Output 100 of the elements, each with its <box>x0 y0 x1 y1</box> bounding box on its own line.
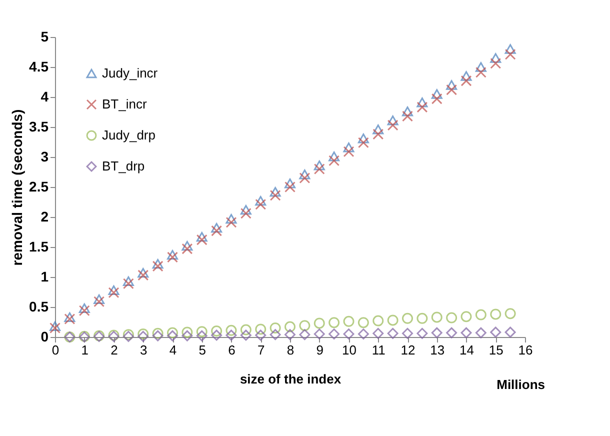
point <box>504 44 516 54</box>
point <box>182 240 193 251</box>
point <box>387 120 398 131</box>
legend-label: BT_drp <box>102 158 145 174</box>
point <box>196 326 208 338</box>
point <box>343 328 354 340</box>
point <box>416 312 428 324</box>
y-tick-label: 3.5 <box>29 118 49 134</box>
point <box>416 328 428 339</box>
x-tick-label: 8 <box>286 342 294 358</box>
point <box>475 327 486 338</box>
point <box>446 84 458 96</box>
y-tick-label: 1.5 <box>29 238 49 254</box>
point <box>211 222 222 233</box>
point <box>284 329 296 340</box>
y-tick-label: 1 <box>40 268 49 284</box>
point <box>182 326 193 338</box>
point <box>211 225 222 236</box>
point <box>108 285 120 296</box>
point <box>138 328 149 340</box>
x-tick-label: 13 <box>430 342 445 358</box>
x-tick-label: 15 <box>488 342 504 358</box>
point <box>504 48 516 60</box>
point <box>122 278 134 290</box>
point <box>387 328 398 339</box>
point <box>284 178 296 188</box>
point <box>270 329 281 340</box>
point <box>167 327 178 338</box>
point <box>358 328 369 340</box>
point <box>138 268 149 278</box>
point <box>108 287 120 298</box>
y-tick-label: 5 <box>40 28 49 44</box>
x-tick-label: 3 <box>140 342 148 358</box>
x-tick-label: 5 <box>198 342 206 358</box>
point <box>270 186 281 197</box>
x-tick-label: 16 <box>518 342 533 358</box>
point <box>431 89 442 99</box>
x-tick-label: 1 <box>81 342 88 358</box>
x-tick-label: 14 <box>460 342 474 358</box>
point <box>78 303 90 314</box>
point <box>490 58 502 69</box>
point <box>226 324 237 336</box>
point <box>240 204 252 215</box>
x-tick-label: 11 <box>372 342 386 358</box>
point <box>78 305 90 316</box>
point <box>270 190 281 201</box>
y-tick-label: 0.5 <box>29 298 49 314</box>
x-tick-label: 6 <box>228 342 236 358</box>
point <box>299 320 310 332</box>
point <box>196 330 208 342</box>
x-tick-label: 0 <box>52 342 60 358</box>
point <box>122 276 134 286</box>
point <box>372 315 384 326</box>
point <box>314 328 325 340</box>
x-axis-title: size of the index <box>240 372 342 386</box>
point <box>314 318 325 329</box>
point <box>299 172 310 184</box>
point <box>240 324 252 336</box>
y-tick-label: 0 <box>40 328 49 344</box>
point <box>226 216 237 228</box>
point <box>504 326 516 338</box>
point <box>460 327 472 338</box>
y-tick-label: 2.5 <box>29 178 49 194</box>
point <box>314 160 325 170</box>
point <box>284 182 296 192</box>
point <box>328 328 340 340</box>
point <box>167 330 178 342</box>
x-tick-label: 10 <box>342 342 356 358</box>
legend-label: Judy_drp <box>102 128 156 142</box>
point <box>402 106 413 116</box>
point <box>372 328 384 339</box>
point <box>299 329 310 340</box>
point <box>328 317 340 328</box>
point <box>372 124 384 134</box>
point <box>196 232 208 242</box>
y-tick-label: 3 <box>40 148 49 164</box>
point <box>475 62 486 72</box>
point <box>416 98 428 108</box>
point <box>490 53 502 63</box>
x-tick-label: 4 <box>169 342 177 358</box>
point <box>358 137 369 148</box>
point <box>328 152 340 162</box>
point <box>94 296 105 308</box>
point <box>182 330 193 342</box>
point <box>94 294 105 304</box>
point <box>343 316 354 327</box>
point <box>226 214 237 224</box>
point <box>255 198 266 210</box>
legend-label: BT_incr <box>102 96 148 112</box>
point <box>402 110 413 122</box>
point <box>460 75 472 86</box>
point <box>152 328 164 339</box>
y-tick-label: 2 <box>40 208 49 224</box>
point <box>358 134 369 144</box>
point <box>431 327 442 338</box>
point <box>446 327 458 338</box>
x-tick-label: 2 <box>110 342 118 358</box>
point <box>255 324 266 335</box>
point <box>460 311 472 322</box>
point <box>182 243 193 254</box>
